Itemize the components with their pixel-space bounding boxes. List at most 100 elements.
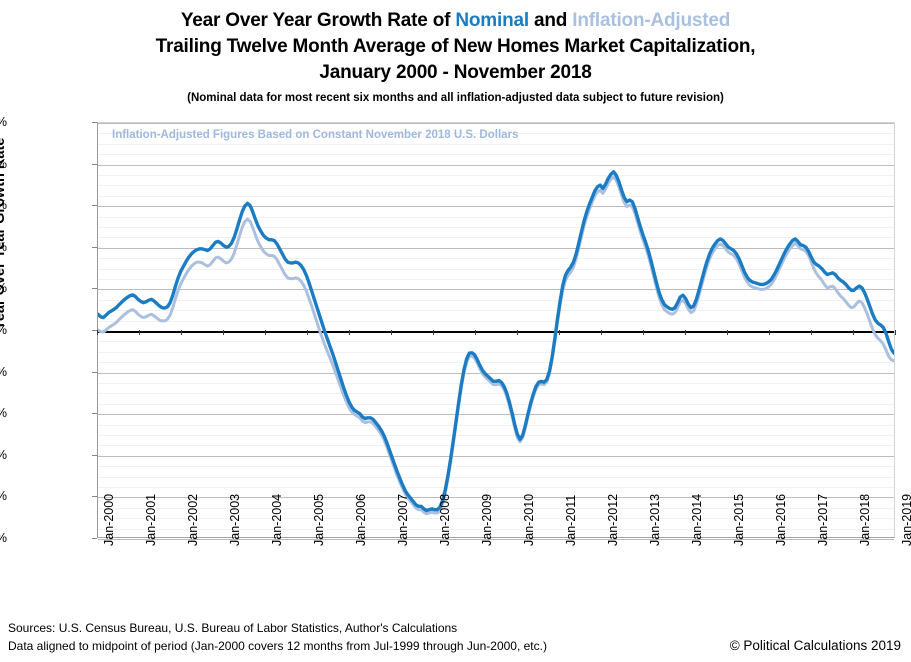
y-axis-tick-mark bbox=[92, 288, 97, 290]
gridline-minor bbox=[98, 466, 894, 468]
gridline-minor bbox=[98, 185, 894, 187]
y-axis-tick-label: -20% bbox=[0, 406, 7, 420]
gridline-minor bbox=[98, 403, 894, 405]
x-axis-tick-label: Jan-2000 bbox=[102, 493, 116, 546]
y-axis-tick-label: -40% bbox=[0, 489, 7, 503]
x-axis-tick-label: Jan-2003 bbox=[228, 493, 242, 546]
footer-note: Data aligned to midpoint of period (Jan-… bbox=[8, 639, 547, 653]
gridline-minor bbox=[98, 518, 894, 520]
x-axis-tick-mark bbox=[559, 330, 560, 335]
gridline-minor bbox=[98, 528, 894, 530]
x-axis-tick-mark bbox=[139, 330, 140, 335]
title-line-3: January 2000 - November 2018 bbox=[319, 62, 592, 83]
gridline-minor bbox=[98, 310, 894, 312]
x-axis-tick-mark bbox=[643, 330, 644, 335]
footer-copyright: © Political Calculations 2019 bbox=[729, 638, 901, 653]
x-axis-tick-label: Jan-2010 bbox=[522, 493, 536, 546]
chart-title-block: Year Over Year Growth Rate of Nominal an… bbox=[0, 8, 911, 106]
y-axis-tick-label: 40% bbox=[0, 157, 7, 171]
footer-sources: Sources: U.S. Census Bureau, U.S. Bureau… bbox=[8, 621, 458, 635]
y-axis-tick-label: -30% bbox=[0, 448, 7, 462]
x-axis-tick-label: Jan-2001 bbox=[144, 493, 158, 546]
title-line-2: Trailing Twelve Month Average of New Hom… bbox=[155, 36, 756, 57]
x-axis-tick-mark bbox=[853, 330, 854, 335]
x-axis-tick-mark bbox=[895, 330, 896, 335]
x-axis-tick-mark bbox=[391, 330, 392, 335]
gridline-major bbox=[98, 414, 894, 416]
y-axis-tick-label: 30% bbox=[0, 198, 7, 212]
x-axis-tick-mark bbox=[727, 330, 728, 335]
y-axis-tick-mark bbox=[92, 496, 97, 498]
gridline-minor bbox=[98, 351, 894, 353]
gridline-minor bbox=[98, 476, 894, 478]
x-axis-tick-label: Jan-2002 bbox=[186, 493, 200, 546]
gridline-major bbox=[98, 247, 894, 249]
y-axis-tick-label: 10% bbox=[0, 281, 7, 295]
title-part-prefix: Year Over Year Growth Rate of bbox=[180, 10, 456, 31]
gridline-minor bbox=[98, 268, 894, 270]
y-axis-tick-mark bbox=[92, 330, 97, 331]
gridline-minor bbox=[98, 279, 894, 280]
series-line-inflation-adjusted bbox=[98, 175, 894, 516]
y-axis-tick-label: 20% bbox=[0, 240, 7, 254]
title-part-and: and bbox=[528, 10, 573, 31]
x-axis-tick-mark bbox=[685, 330, 686, 335]
gridline-minor bbox=[98, 258, 894, 260]
gridlines bbox=[98, 123, 894, 540]
x-axis-tick-mark bbox=[769, 330, 770, 335]
x-axis-tick-label: Jan-2006 bbox=[354, 493, 368, 546]
gridline-minor bbox=[98, 227, 894, 228]
gridline-major bbox=[98, 123, 894, 124]
x-axis-tick-mark bbox=[517, 330, 518, 335]
gridline-minor bbox=[98, 320, 894, 322]
gridline-minor bbox=[98, 435, 894, 436]
gridline-major bbox=[98, 497, 894, 499]
x-axis-tick-mark bbox=[811, 330, 812, 335]
plot-area: Inflation-Adjusted Figures Based on Cons… bbox=[97, 122, 895, 540]
y-axis-tick-mark bbox=[92, 246, 97, 248]
y-axis-tick-mark bbox=[92, 413, 97, 415]
title-line-1: Year Over Year Growth Rate of Nominal an… bbox=[0, 8, 911, 34]
gridline-minor bbox=[98, 175, 894, 176]
x-axis-tick-mark bbox=[433, 330, 434, 335]
x-axis-tick-mark bbox=[475, 330, 476, 335]
x-axis-tick-label: Jan-2009 bbox=[480, 493, 494, 546]
x-axis-tick-label: Jan-2012 bbox=[606, 493, 620, 546]
gridline-minor bbox=[98, 133, 894, 135]
title-legend-inflation-adjusted: Inflation-Adjusted bbox=[572, 10, 731, 31]
x-axis-tick-mark bbox=[265, 330, 266, 335]
gridline-major bbox=[98, 372, 894, 374]
x-axis-tick-mark bbox=[601, 330, 602, 335]
x-axis-tick-mark bbox=[307, 330, 308, 335]
x-axis-tick-label: Jan-2004 bbox=[270, 493, 284, 546]
gridline-minor bbox=[98, 507, 894, 509]
x-axis-tick-label: Jan-2007 bbox=[396, 493, 410, 546]
gridline-minor bbox=[98, 487, 894, 488]
gridline-minor bbox=[98, 341, 894, 343]
gridline-major bbox=[98, 539, 894, 540]
y-axis-tick-mark bbox=[92, 454, 97, 456]
x-axis-tick-label: Jan-2015 bbox=[732, 493, 746, 546]
x-axis-tick-mark bbox=[223, 330, 224, 335]
x-axis-tick-mark bbox=[97, 330, 98, 335]
gridline-minor bbox=[98, 393, 894, 395]
gridline-minor bbox=[98, 237, 894, 239]
x-axis-tick-label: Jan-2019 bbox=[900, 493, 911, 546]
gridline-minor bbox=[98, 143, 894, 145]
x-axis-tick-mark bbox=[181, 330, 182, 335]
y-axis-tick-label: -50% bbox=[0, 531, 7, 545]
y-axis-tick-mark bbox=[92, 163, 97, 165]
x-axis-tick-mark bbox=[349, 330, 350, 335]
x-axis-tick-label: Jan-2018 bbox=[858, 493, 872, 546]
x-axis-tick-label: Jan-2014 bbox=[690, 493, 704, 546]
y-axis-tick-label: 50% bbox=[0, 115, 7, 129]
y-axis-tick-label: 0% bbox=[0, 323, 7, 337]
x-axis-tick-label: Jan-2011 bbox=[564, 494, 578, 546]
chart-annotation: Inflation-Adjusted Figures Based on Cons… bbox=[112, 129, 519, 141]
y-axis-tick-mark bbox=[92, 538, 97, 539]
x-axis-tick-label: Jan-2013 bbox=[648, 493, 662, 546]
gridline-minor bbox=[98, 299, 894, 301]
y-axis-tick-label: -10% bbox=[0, 365, 7, 379]
gridline-minor bbox=[98, 154, 894, 156]
gridline-major bbox=[98, 164, 894, 166]
